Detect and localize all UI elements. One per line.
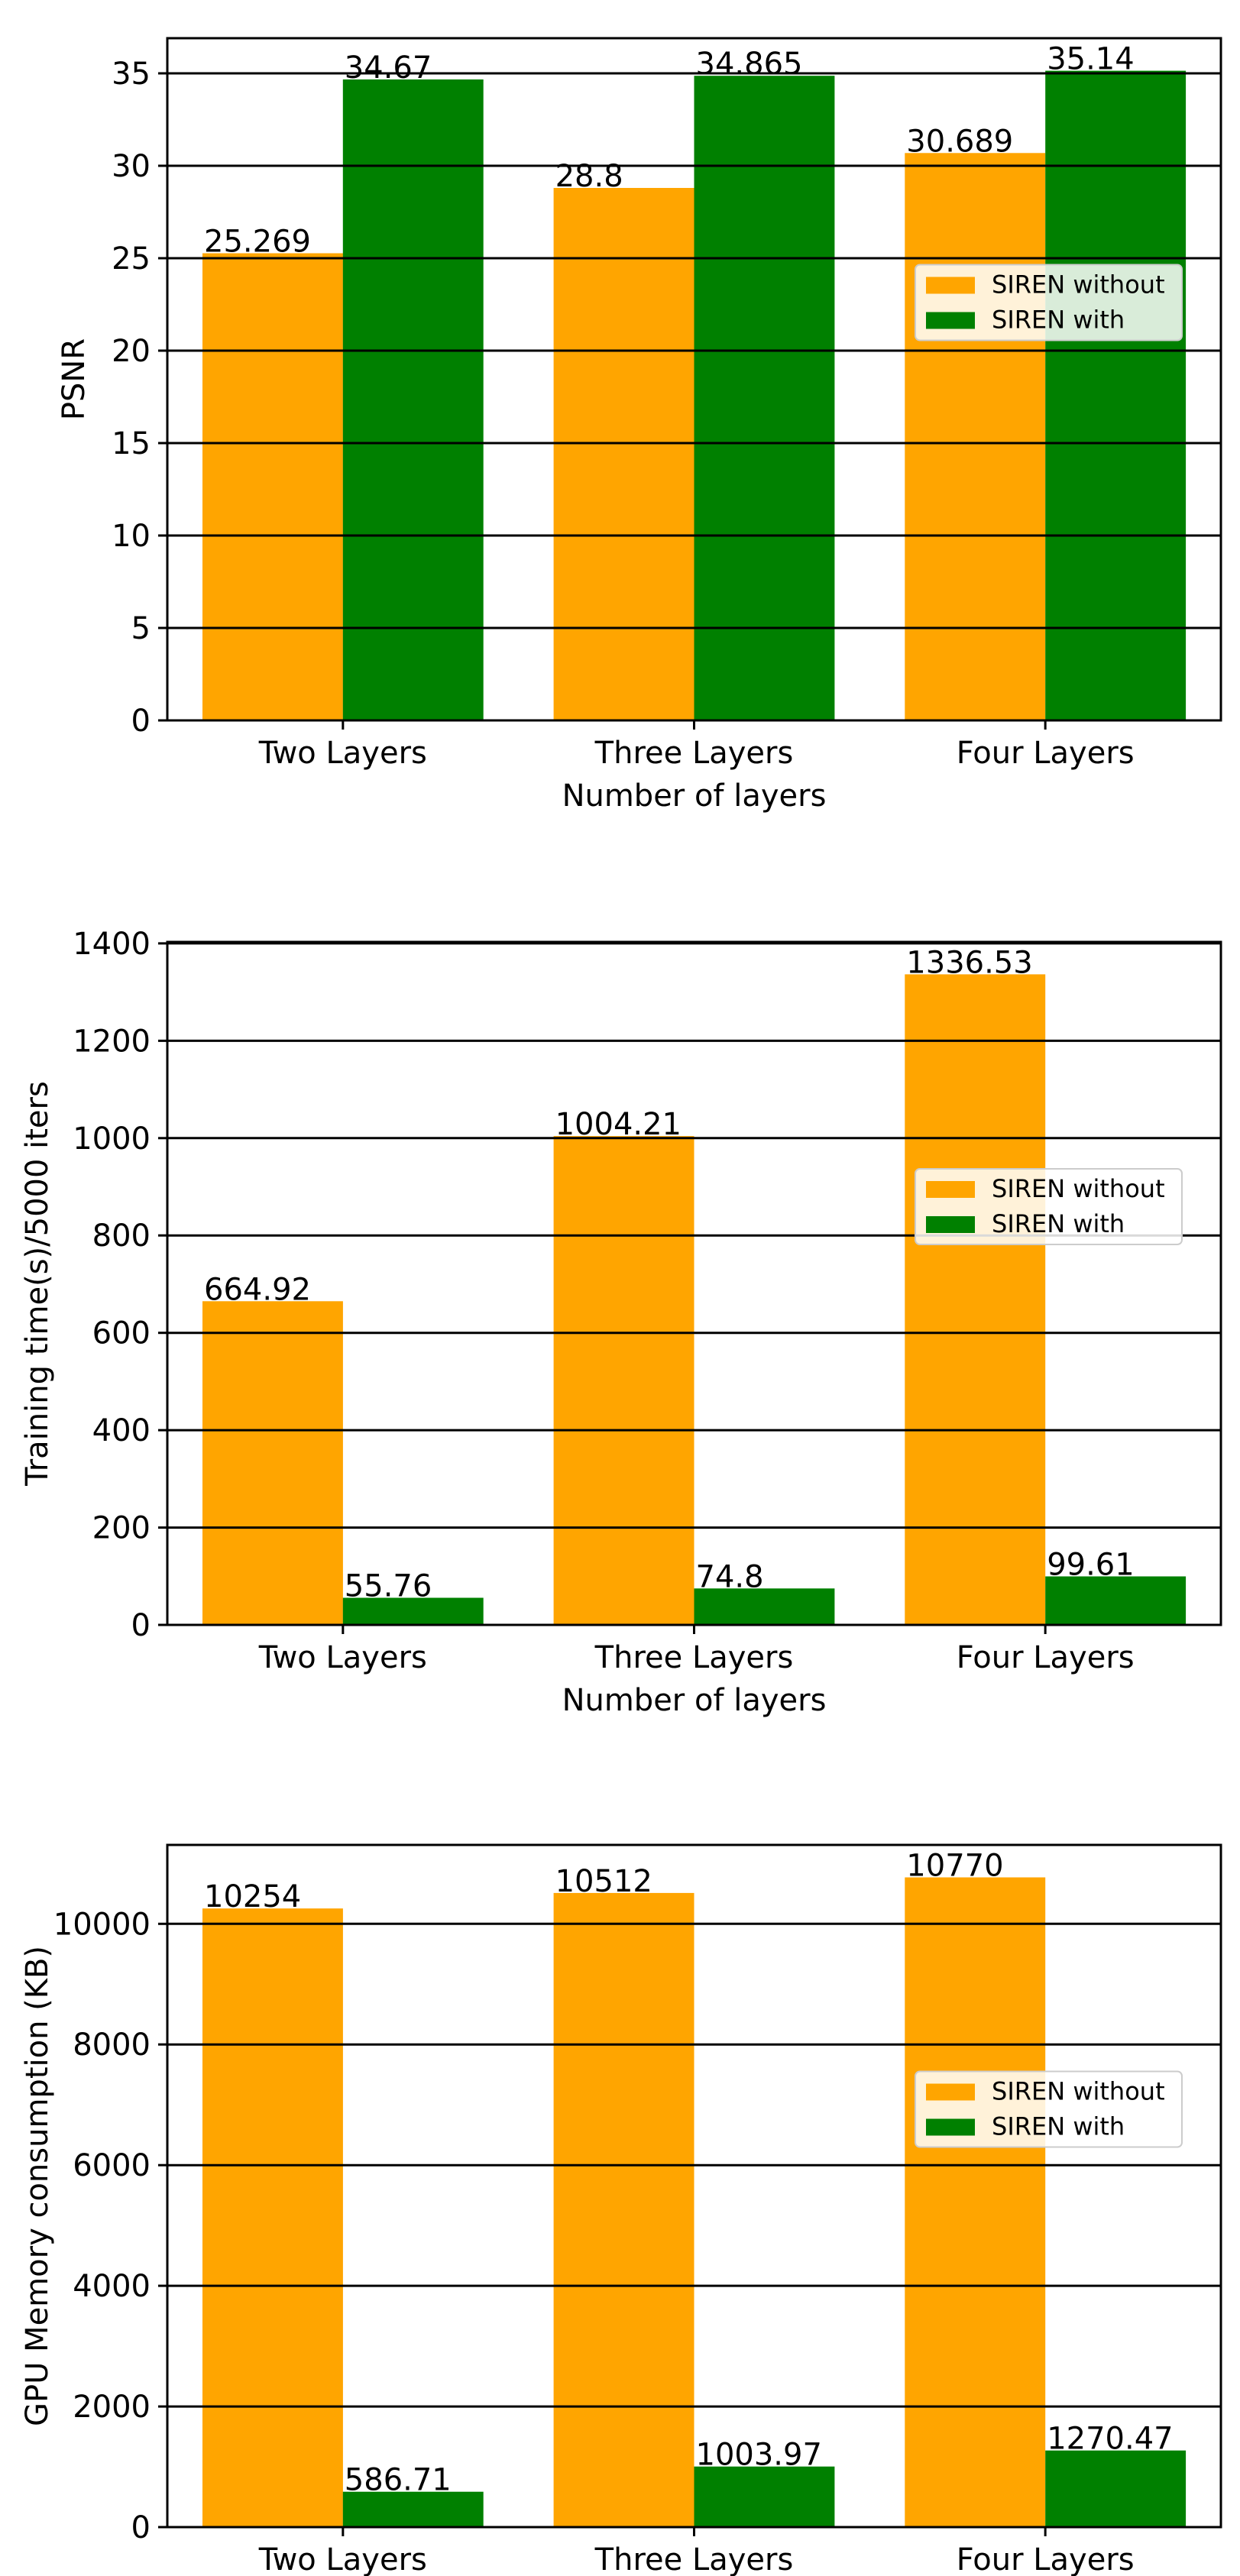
data-label: 34.67 [345, 50, 432, 86]
data-label: 1270.47 [1047, 2422, 1173, 2457]
legend-swatch [926, 2083, 975, 2101]
legend-swatch [926, 312, 975, 329]
legend-swatch [926, 2118, 975, 2136]
y-tick-label: 6000 [73, 2148, 151, 2183]
bar-siren-with-2 [694, 1588, 835, 1625]
data-label: 30.689 [906, 124, 1013, 159]
y-tick-label: 30 [112, 149, 151, 184]
y-tick-label: 1200 [73, 1024, 151, 1059]
bar-siren-without-2 [553, 1892, 694, 2527]
bar-siren-with-1 [342, 79, 484, 720]
bar-siren-with-2 [694, 2466, 835, 2527]
y-tick-label: 400 [92, 1413, 151, 1448]
x-tick-label: Four Layers [957, 2542, 1135, 2576]
chart-2: 664.92 1004.21 1336.53 55.76 74.8 99.61 0 200 40… [20, 927, 1222, 1718]
x-tick-label: Three Layers [594, 2542, 794, 2576]
y-tick-label: 200 [92, 1511, 151, 1546]
x-tick-label: Three Layers [594, 736, 794, 771]
y-axis-label: GPU Memory consumption (KB) [20, 1946, 55, 2426]
legend-swatch [926, 1181, 975, 1198]
y-tick-label: 1400 [73, 927, 151, 962]
y-axis-label: PSNR [57, 338, 92, 420]
y-tick-label: 0 [131, 2510, 151, 2545]
data-label: 1003.97 [696, 2438, 822, 2473]
legend-label: SIREN without [992, 270, 1165, 299]
bar-siren-without-2 [553, 1136, 694, 1625]
data-label: 35.14 [1047, 42, 1135, 77]
legend-label: SIREN with [992, 306, 1125, 335]
data-label: 1004.21 [555, 1107, 682, 1142]
legend: SIREN without SIREN with [915, 1168, 1183, 1245]
bar-siren-without-3 [905, 1877, 1046, 2527]
y-tick-label: 0 [131, 704, 151, 739]
y-tick-label: 20 [112, 334, 151, 369]
legend-label: SIREN without [992, 1174, 1165, 1203]
bar-siren-with-1 [342, 2491, 484, 2527]
bar-siren-without-3 [905, 153, 1046, 721]
bar-siren-with-2 [694, 76, 835, 720]
data-label: 55.76 [345, 1569, 432, 1604]
y-axis-label: Training time(s)/5000 iters [20, 1081, 55, 1487]
y-tick-label: 800 [92, 1218, 151, 1254]
bar-siren-without-1 [202, 1908, 343, 2527]
chart-3: 10254 10512 10770 586.71 1003.97 1270.47 0 2000… [20, 1843, 1222, 2576]
y-tick-label: 4000 [73, 2269, 151, 2304]
legend-label: SIREN with [992, 2112, 1125, 2141]
y-tick-label: 600 [92, 1316, 151, 1351]
legend-box [915, 264, 1183, 341]
data-label: 74.8 [696, 1559, 764, 1594]
data-label: 10770 [906, 1849, 1003, 1884]
x-tick-label: Four Layers [957, 1640, 1135, 1675]
bar-siren-with-1 [342, 1597, 484, 1625]
x-tick-label: Four Layers [957, 736, 1135, 771]
x-axis-label: Number of layers [562, 778, 827, 814]
data-label: 25.269 [204, 225, 311, 260]
y-tick-label: 2000 [73, 2390, 151, 2425]
y-tick-label: 35 [112, 57, 151, 92]
y-tick-label: 0 [131, 1608, 151, 1643]
x-tick-label: Three Layers [594, 1640, 794, 1675]
legend-label: SIREN with [992, 1209, 1125, 1238]
bar-siren-without-1 [202, 253, 343, 720]
data-label: 10254 [204, 1879, 301, 1914]
legend-box [915, 2070, 1183, 2148]
data-label: 34.865 [696, 47, 803, 82]
legend-label: SIREN without [992, 2077, 1165, 2106]
y-tick-label: 1000 [73, 1121, 151, 1157]
y-tick-label: 10000 [53, 1907, 151, 1942]
y-tick-label: 8000 [73, 2027, 151, 2063]
bar-siren-without-1 [202, 1301, 343, 1625]
y-tick-label: 5 [131, 611, 151, 646]
data-label: 28.8 [555, 159, 623, 194]
data-label: 664.92 [204, 1272, 311, 1307]
x-tick-label: Two Layers [258, 736, 427, 771]
legend: SIREN without SIREN with [915, 264, 1183, 341]
bar-siren-with-3 [1045, 70, 1187, 721]
data-label: 1336.53 [906, 945, 1032, 980]
data-label: 586.71 [345, 2463, 452, 2498]
legend-swatch [926, 1216, 975, 1233]
bar-siren-without-3 [905, 974, 1046, 1625]
x-tick-label: Two Layers [258, 1640, 427, 1675]
bar-siren-without-2 [553, 188, 694, 720]
legend-swatch [926, 277, 975, 294]
data-label: 99.61 [1047, 1548, 1135, 1583]
x-axis-label: Number of layers [562, 1683, 827, 1718]
y-tick-label: 15 [112, 426, 151, 461]
y-tick-label: 10 [112, 519, 151, 554]
legend-box [915, 1168, 1183, 1245]
chart-1: 25.269 28.8 30.689 34.67 34.865 35.14 0 5 10 15 20… [57, 37, 1222, 814]
bar-siren-with-3 [1045, 2450, 1187, 2527]
bar-siren-with-3 [1045, 1576, 1187, 1625]
legend: SIREN without SIREN with [915, 2070, 1183, 2148]
y-tick-label: 25 [112, 241, 151, 277]
data-label: 10512 [555, 1864, 652, 1899]
x-tick-label: Two Layers [258, 2542, 427, 2576]
